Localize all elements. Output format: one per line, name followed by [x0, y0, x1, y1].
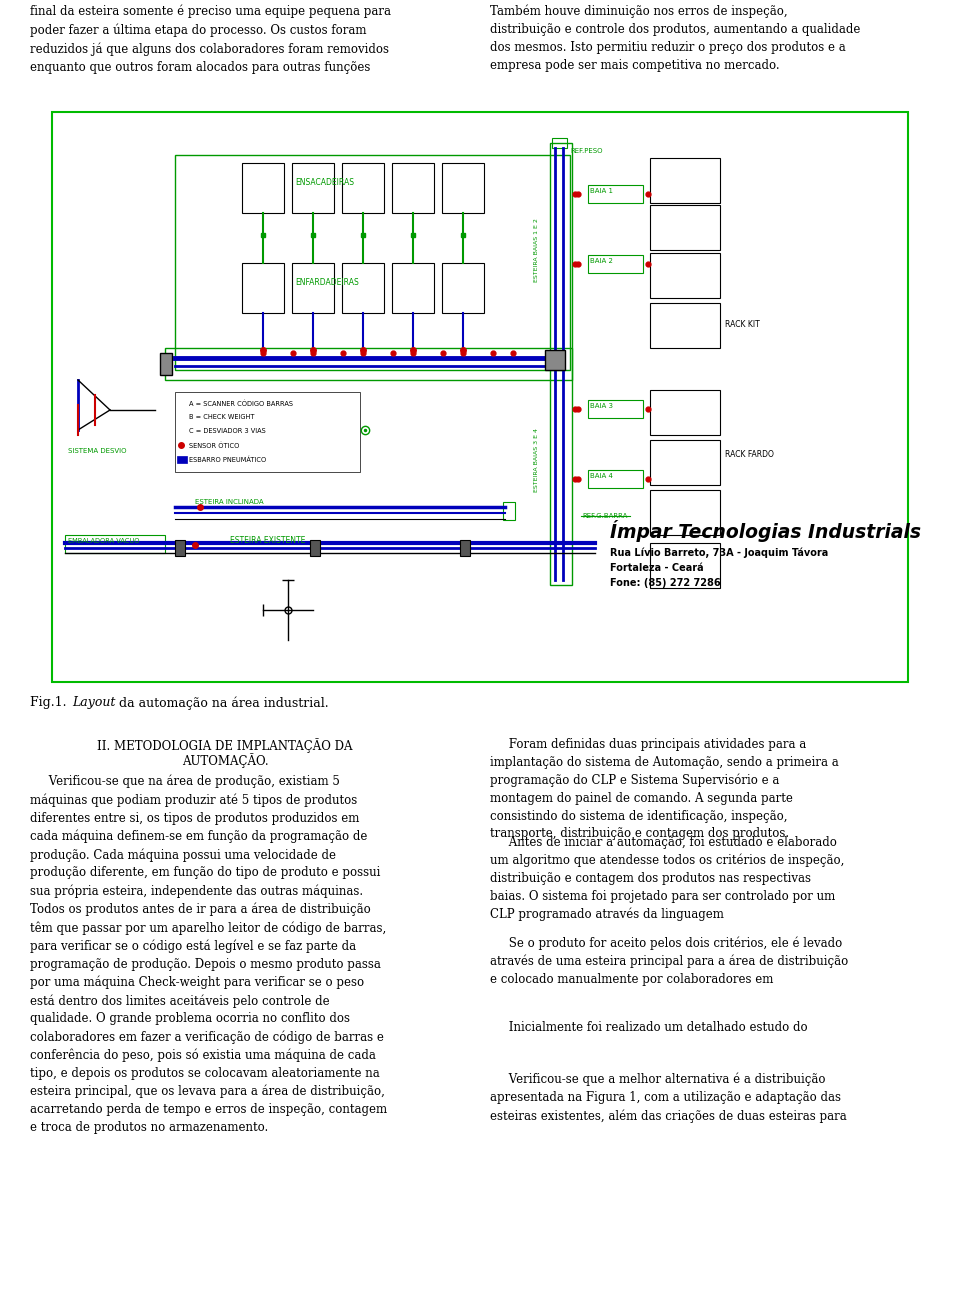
Bar [650, 253, 720, 298]
Bar [292, 263, 334, 313]
Text: Verificou-se que a melhor alternativa é a distribuição
apresentada na Figura 1, : Verificou-se que a melhor alternativa é … [490, 1072, 847, 1123]
Bar [552, 138, 567, 148]
Text: Se o produto for aceito pelos dois critérios, ele é levado
através de uma esteir: Se o produto for aceito pelos dois crité… [490, 936, 849, 986]
Text: REF.G.BARRA: REF.G.BARRA [582, 513, 628, 519]
Text: ENSACADEIRAS: ENSACADEIRAS [295, 178, 354, 187]
Text: Também houve diminuição nos erros de inspeção,
distribuição e controle dos produ: Também houve diminuição nos erros de ins… [490, 5, 860, 72]
Bar [460, 540, 470, 556]
Bar [160, 353, 172, 375]
Text: REF.PESO: REF.PESO [570, 148, 603, 153]
Bar [342, 162, 384, 213]
Text: Antes de iniciar a automação, foi estudado e elaborado
um algoritmo que atendess: Antes de iniciar a automação, foi estuda… [490, 837, 845, 922]
Bar [650, 440, 720, 485]
Text: SISTEMA DESVIO: SISTEMA DESVIO [68, 449, 127, 454]
Text: Fortaleza - Ceará: Fortaleza - Ceará [610, 563, 704, 574]
Text: BAIA 3: BAIA 3 [590, 403, 613, 409]
Bar [175, 540, 185, 556]
Text: EMBALADORA VACUO: EMBALADORA VACUO [68, 538, 139, 544]
Bar [392, 263, 434, 313]
Bar [310, 540, 320, 556]
Bar [175, 155, 570, 370]
Bar [52, 112, 908, 682]
Text: II. METODOLOGIA DE IMPLANTAÇÃO DA: II. METODOLOGIA DE IMPLANTAÇÃO DA [97, 739, 352, 753]
Bar [177, 456, 187, 463]
Bar [588, 186, 643, 202]
Bar [503, 501, 515, 519]
Bar [545, 351, 565, 370]
Bar [650, 303, 720, 348]
Text: Rua Lívio Barreto, 73A - Joaquim Távora: Rua Lívio Barreto, 73A - Joaquim Távora [610, 547, 828, 558]
Text: Fig.1.: Fig.1. [30, 696, 70, 709]
Bar [392, 162, 434, 213]
Text: Foram definidas duas principais atividades para a
implantação do sistema de Auto: Foram definidas duas principais atividad… [490, 739, 839, 840]
Text: ESTEIRA EXISTENTE: ESTEIRA EXISTENTE [230, 536, 305, 545]
Bar [175, 392, 360, 472]
Bar [650, 391, 720, 434]
Text: ENFARDADEIRAS: ENFARDADEIRAS [295, 278, 359, 287]
Bar [588, 255, 643, 273]
Text: da automação na área industrial.: da automação na área industrial. [115, 696, 328, 709]
Bar [650, 159, 720, 202]
Text: RACK FARDO: RACK FARDO [725, 450, 774, 459]
Text: RACK KIT: RACK KIT [725, 320, 759, 329]
Text: final da esteira somente é preciso uma equipe pequena para
poder fazer a última : final da esteira somente é preciso uma e… [30, 5, 391, 73]
Text: Ímpar Tecnologias Industrials: Ímpar Tecnologias Industrials [610, 519, 921, 541]
Bar [292, 162, 334, 213]
Text: A = SCANNER CÓDIGO BARRAS: A = SCANNER CÓDIGO BARRAS [189, 400, 293, 406]
Text: ESTEIRA BAIAS 3 E 4: ESTEIRA BAIAS 3 E 4 [535, 428, 540, 492]
Text: Fone: (85) 272 7286: Fone: (85) 272 7286 [610, 577, 721, 588]
Bar [588, 470, 643, 489]
Bar [442, 162, 484, 213]
Text: AUTOMAÇÃO.: AUTOMAÇÃO. [181, 753, 268, 768]
Text: BAIA 1: BAIA 1 [590, 188, 613, 195]
Text: C = DESVIADOR 3 VIAS: C = DESVIADOR 3 VIAS [189, 428, 266, 434]
Bar [242, 263, 284, 313]
Bar [588, 400, 643, 418]
Bar [442, 263, 484, 313]
Text: Layout: Layout [72, 696, 115, 709]
Bar [550, 143, 572, 585]
Text: B = CHECK WEIGHT: B = CHECK WEIGHT [189, 414, 254, 420]
Bar [342, 263, 384, 313]
Bar [650, 205, 720, 250]
Text: ESBARRO PNEUMÁTICO: ESBARRO PNEUMÁTICO [189, 456, 266, 463]
Bar [65, 535, 165, 553]
Text: ESTEIRA BAIAS 1 E 2: ESTEIRA BAIAS 1 E 2 [535, 218, 540, 282]
Bar [165, 348, 572, 380]
Bar [650, 490, 720, 535]
Text: SENSOR ÓTICO: SENSOR ÓTICO [189, 442, 239, 449]
Text: ESTEIRA INCLINADA: ESTEIRA INCLINADA [195, 499, 264, 505]
Text: BAIA 4: BAIA 4 [590, 473, 612, 480]
Text: BAIA 2: BAIA 2 [590, 258, 612, 264]
Bar [242, 162, 284, 213]
Text: Inicialmente foi realizado um detalhado estudo do: Inicialmente foi realizado um detalhado … [490, 1021, 807, 1052]
Text: Verificou-se que na área de produção, existiam 5
máquinas que podiam produzir at: Verificou-se que na área de produção, ex… [30, 775, 387, 1133]
Bar [650, 543, 720, 588]
